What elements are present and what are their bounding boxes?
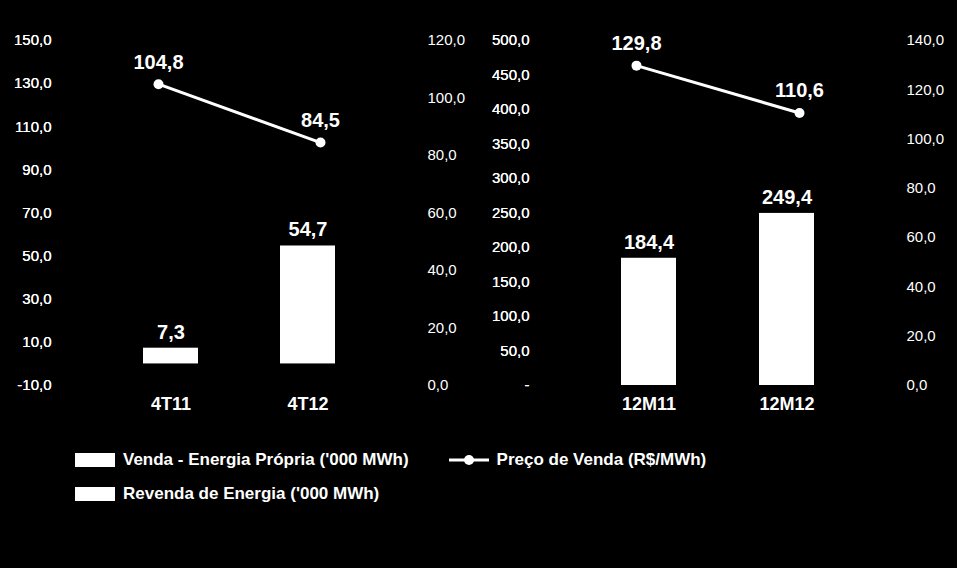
svg-text:184,4: 184,4 [624, 231, 675, 253]
svg-text:70,0: 70,0 [22, 204, 51, 221]
svg-text:130,0: 130,0 [14, 74, 52, 91]
svg-text:200,0: 200,0 [492, 238, 530, 255]
svg-text:4T11: 4T11 [151, 394, 191, 414]
svg-text:400,0: 400,0 [492, 100, 530, 117]
svg-text:90,0: 90,0 [22, 161, 51, 178]
svg-text:30,0: 30,0 [22, 290, 51, 307]
svg-text:100,0: 100,0 [492, 307, 530, 324]
svg-text:120,0: 120,0 [907, 81, 945, 98]
svg-text:-: - [525, 376, 530, 393]
html-text:Revenda de Energia ('000 MWh): Revenda de Energia ('000 MWh) [123, 484, 380, 503]
svg-text:60,0: 60,0 [907, 228, 936, 245]
svg-text:450,0: 450,0 [492, 66, 530, 83]
svg-text:150,0: 150,0 [14, 31, 52, 48]
html-text:Venda - Energia Própria ('000: Venda - Energia Própria ('000 MWh) [123, 450, 409, 469]
svg-text:104,8: 104,8 [133, 51, 183, 73]
svg-text:100,0: 100,0 [428, 89, 466, 106]
svg-text:140,0: 140,0 [907, 31, 945, 48]
svg-text:450,0: 450,0 [492, 66, 530, 83]
svg-text:54,7: 54,7 [289, 218, 328, 240]
svg-text:0,0: 0,0 [907, 376, 928, 393]
svg-text:300,0: 300,0 [492, 169, 530, 186]
svg-text:250,0: 250,0 [492, 204, 530, 221]
svg-text:80,0: 80,0 [907, 179, 936, 196]
svg-text:4T12: 4T12 [287, 394, 328, 414]
svg-text:129,8: 129,8 [611, 32, 661, 54]
svg-text:300,0: 300,0 [492, 169, 530, 186]
svg-text:12M12: 12M12 [759, 394, 814, 414]
svg-text:110,6: 110,6 [775, 79, 824, 101]
svg-text:50,0: 50,0 [500, 342, 529, 359]
svg-text:10,0: 10,0 [22, 333, 51, 350]
html-text:Preço de Venda (R$/MWh): Preço de Venda (R$/MWh) [496, 450, 707, 469]
svg-text:-: - [525, 376, 530, 393]
svg-text:150,0: 150,0 [14, 31, 52, 48]
svg-text:200,0: 200,0 [492, 238, 530, 255]
svg-text:80,0: 80,0 [428, 146, 457, 163]
svg-text:100,0: 100,0 [907, 130, 945, 147]
svg-text:40,0: 40,0 [907, 278, 936, 295]
svg-text:500,0: 500,0 [492, 31, 530, 48]
svg-text:110,0: 110,0 [15, 118, 51, 135]
svg-text:12M11: 12M11 [622, 394, 676, 414]
svg-text:0,0: 0,0 [428, 376, 449, 393]
svg-text:50,0: 50,0 [22, 247, 51, 264]
svg-text:90,0: 90,0 [22, 161, 51, 178]
svg-text:110,0: 110,0 [15, 118, 51, 135]
svg-text:249,4: 249,4 [762, 186, 813, 208]
svg-text:40,0: 40,0 [428, 261, 457, 278]
svg-text:500,0: 500,0 [492, 31, 530, 48]
svg-text:150,0: 150,0 [492, 273, 530, 290]
svg-text:20,0: 20,0 [907, 327, 936, 344]
svg-text:20,0: 20,0 [428, 319, 457, 336]
svg-text:120,0: 120,0 [428, 31, 466, 48]
svg-text:400,0: 400,0 [492, 100, 530, 117]
svg-text:84,5: 84,5 [301, 109, 340, 131]
svg-text:7,3: 7,3 [157, 321, 185, 343]
svg-text:50,0: 50,0 [22, 247, 51, 264]
svg-text:50,0: 50,0 [500, 342, 529, 359]
svg-text:70,0: 70,0 [22, 204, 51, 221]
svg-text:10,0: 10,0 [22, 333, 51, 350]
svg-text:-10,0: -10,0 [17, 376, 51, 393]
svg-text:350,0: 350,0 [492, 135, 530, 152]
svg-text:350,0: 350,0 [492, 135, 530, 152]
svg-text:-10,0: -10,0 [17, 376, 51, 393]
svg-text:130,0: 130,0 [14, 74, 52, 91]
svg-text:150,0: 150,0 [492, 273, 530, 290]
svg-text:250,0: 250,0 [492, 204, 530, 221]
svg-text:100,0: 100,0 [492, 307, 530, 324]
svg-text:30,0: 30,0 [22, 290, 51, 307]
svg-text:60,0: 60,0 [428, 204, 457, 221]
